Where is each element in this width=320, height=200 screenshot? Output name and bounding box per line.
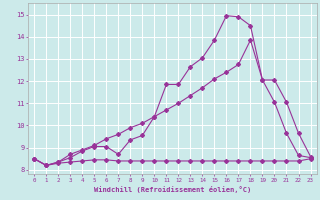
X-axis label: Windchill (Refroidissement éolien,°C): Windchill (Refroidissement éolien,°C): [94, 186, 251, 193]
